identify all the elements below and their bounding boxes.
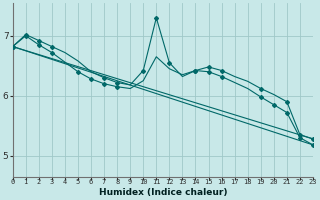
- X-axis label: Humidex (Indice chaleur): Humidex (Indice chaleur): [99, 188, 227, 197]
